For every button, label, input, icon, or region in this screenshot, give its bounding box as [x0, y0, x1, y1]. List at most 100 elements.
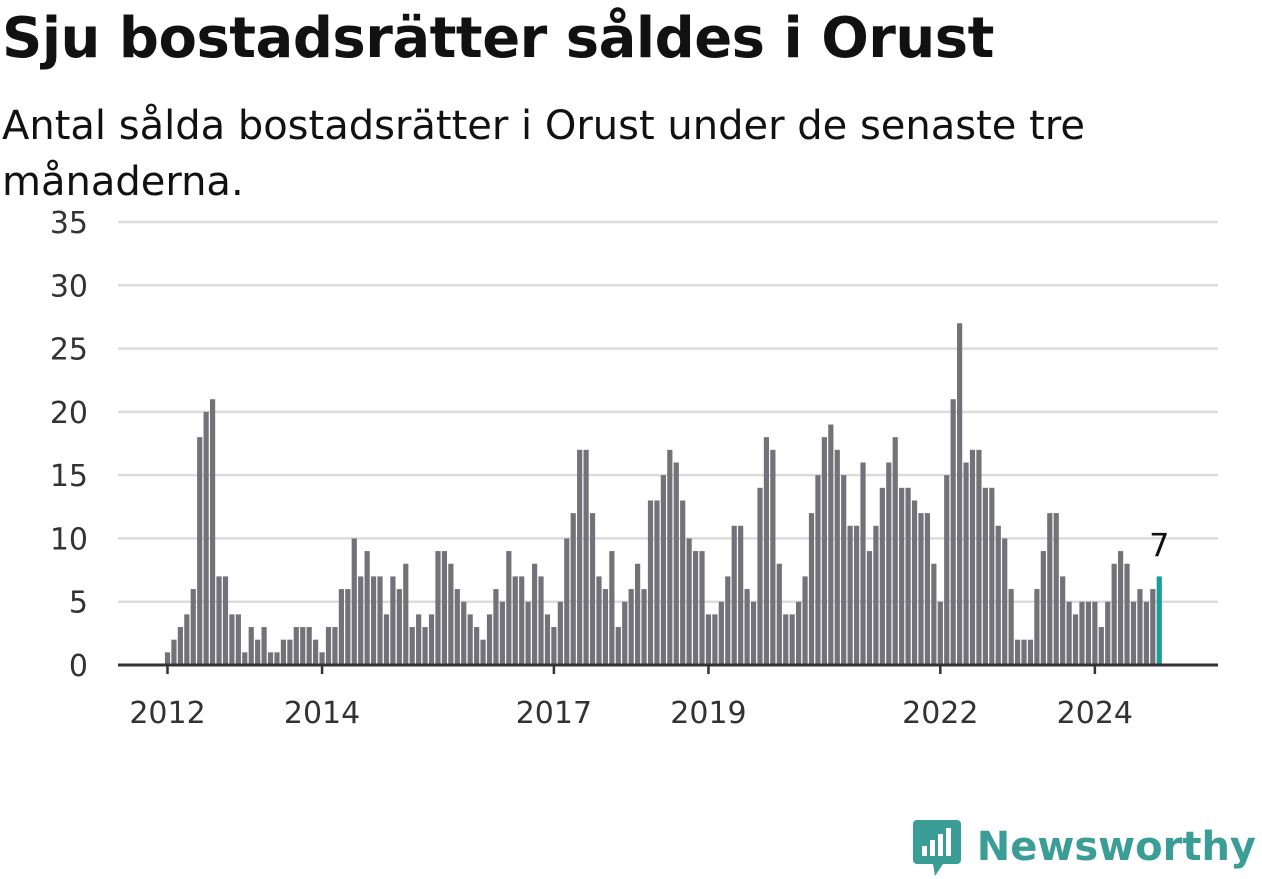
bar	[1072, 614, 1079, 665]
bar	[841, 475, 847, 665]
bar	[911, 500, 918, 665]
bar	[222, 576, 229, 665]
bar	[1111, 563, 1117, 665]
newsworthy-logo-icon	[912, 820, 961, 876]
bar	[190, 589, 196, 665]
bar	[667, 449, 673, 665]
bar	[635, 563, 641, 665]
data-label-last: 7	[1149, 526, 1169, 564]
bar	[203, 411, 209, 665]
x-tick-label: 2024	[1057, 696, 1133, 731]
bar-chart: 0 5 10 15 20 25 30 35 2012 2014 2017 2019 2022 2024 7	[50, 206, 1218, 731]
bar	[1040, 551, 1046, 665]
bar	[177, 627, 183, 665]
bar	[293, 627, 299, 665]
bar	[641, 589, 647, 665]
bar	[448, 563, 454, 665]
bar	[602, 589, 609, 665]
x-tick-label: 2012	[129, 696, 205, 731]
bar	[905, 487, 911, 665]
bar	[267, 652, 274, 665]
bar	[680, 500, 686, 665]
bar	[396, 589, 402, 665]
bar	[712, 614, 718, 665]
bar	[860, 462, 866, 665]
bar	[699, 551, 705, 665]
bar	[654, 500, 660, 665]
bar	[1105, 601, 1111, 665]
bar	[486, 614, 493, 665]
y-tick-label: 0	[69, 649, 88, 684]
bar	[216, 576, 222, 665]
bar	[248, 627, 254, 665]
bar	[705, 614, 712, 665]
bar	[763, 437, 770, 665]
y-tick-label: 15	[50, 459, 88, 494]
bar	[744, 589, 750, 665]
y-tick-label: 25	[50, 333, 88, 368]
bar	[879, 487, 885, 665]
bar	[577, 449, 583, 665]
bar	[808, 513, 815, 665]
bar	[319, 652, 325, 665]
bar	[1060, 576, 1066, 665]
bar	[918, 513, 924, 665]
bar	[1137, 589, 1143, 665]
bar	[454, 589, 460, 665]
bar	[692, 551, 699, 665]
bar	[725, 576, 731, 665]
bar	[1085, 601, 1092, 665]
bar	[783, 614, 789, 665]
bar	[796, 601, 802, 665]
bar	[409, 627, 415, 665]
bar	[525, 601, 531, 665]
bar	[589, 513, 596, 665]
bar	[557, 601, 563, 665]
bar	[750, 601, 757, 665]
bar	[802, 576, 808, 665]
bar	[963, 462, 969, 665]
bar	[1014, 639, 1021, 665]
bar	[834, 449, 840, 665]
bar	[628, 589, 634, 665]
bar	[519, 576, 525, 665]
bar	[564, 538, 570, 665]
bar	[873, 525, 879, 665]
bar	[422, 627, 428, 665]
bar	[1066, 601, 1072, 665]
y-tick-label: 20	[50, 396, 88, 431]
bar	[596, 576, 602, 665]
bar	[1143, 601, 1149, 665]
bar	[1124, 563, 1130, 665]
x-tick-label: 2022	[902, 696, 978, 731]
bar	[847, 525, 853, 665]
bar	[1034, 589, 1040, 665]
bar	[229, 614, 235, 665]
bar	[982, 487, 988, 665]
bar	[731, 525, 737, 665]
bar	[976, 449, 982, 665]
bar	[325, 627, 332, 665]
bar	[261, 627, 267, 665]
bar	[287, 639, 293, 665]
bar	[1150, 589, 1156, 665]
bar	[1008, 589, 1014, 665]
bar	[673, 462, 679, 665]
bar	[1002, 538, 1008, 665]
bar	[1079, 601, 1085, 665]
bar	[821, 437, 827, 665]
bar	[164, 652, 171, 665]
bar	[235, 614, 241, 665]
bar	[1098, 627, 1104, 665]
bar	[570, 513, 576, 665]
x-tick-label: 2019	[670, 696, 746, 731]
bar	[944, 475, 950, 665]
brand: Newsworthy	[912, 818, 1256, 876]
bar	[544, 614, 551, 665]
bar	[274, 652, 280, 665]
bar	[300, 627, 306, 665]
y-tick-label: 5	[69, 586, 88, 621]
bar	[428, 614, 435, 665]
chart-title: Sju bostadsrätter såldes i Orust	[2, 6, 994, 71]
bar	[197, 437, 203, 665]
